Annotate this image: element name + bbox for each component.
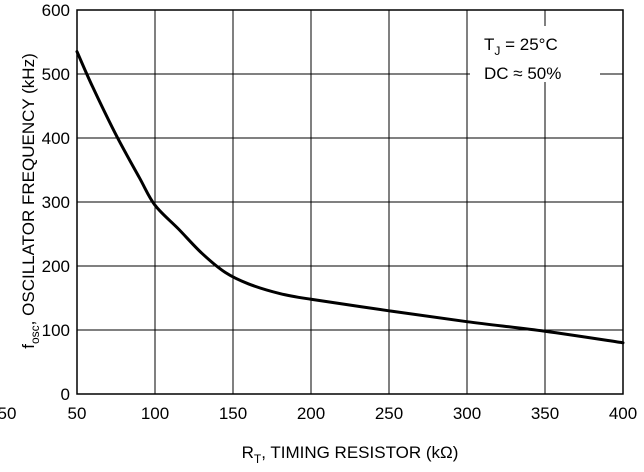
x-tick-label: 50 (68, 404, 87, 423)
y-tick-label: 600 (42, 1, 70, 20)
y-tick-label: 0 (61, 385, 70, 404)
y-axis-label: fosc, OSCILLATOR FREQUENCY (kHz) (19, 53, 42, 348)
annotation-duty-cycle: DC ≈ 50% (484, 64, 561, 83)
y-tick-label: 500 (42, 65, 70, 84)
annotation-background (470, 26, 600, 82)
y-tick-label: 400 (42, 129, 70, 148)
y-axis-ticks: 0 100 200 300 400 500 600 (42, 1, 70, 404)
x-left-edge-label: 50 (0, 404, 16, 423)
x-tick-label: 400 (609, 404, 637, 423)
y-tick-label: 100 (42, 321, 70, 340)
y-tick-label: 200 (42, 257, 70, 276)
x-tick-label: 250 (375, 404, 403, 423)
y-tick-label: 300 (42, 193, 70, 212)
x-tick-label: 200 (297, 404, 325, 423)
annotation-temperature: TJ = 25°C (484, 35, 558, 58)
plot-area-frame (76, 9, 624, 395)
x-tick-label: 150 (219, 404, 247, 423)
x-tick-label: 300 (453, 404, 481, 423)
x-tick-label: 100 (141, 404, 169, 423)
data-series (75, 50, 625, 345)
x-axis-label: RT, TIMING RESISTOR (kΩ) (242, 443, 459, 466)
x-axis-ticks: 50 100 150 200 250 300 350 400 (68, 404, 638, 423)
frequency-curve (75, 50, 625, 345)
x-tick-label: 350 (531, 404, 559, 423)
